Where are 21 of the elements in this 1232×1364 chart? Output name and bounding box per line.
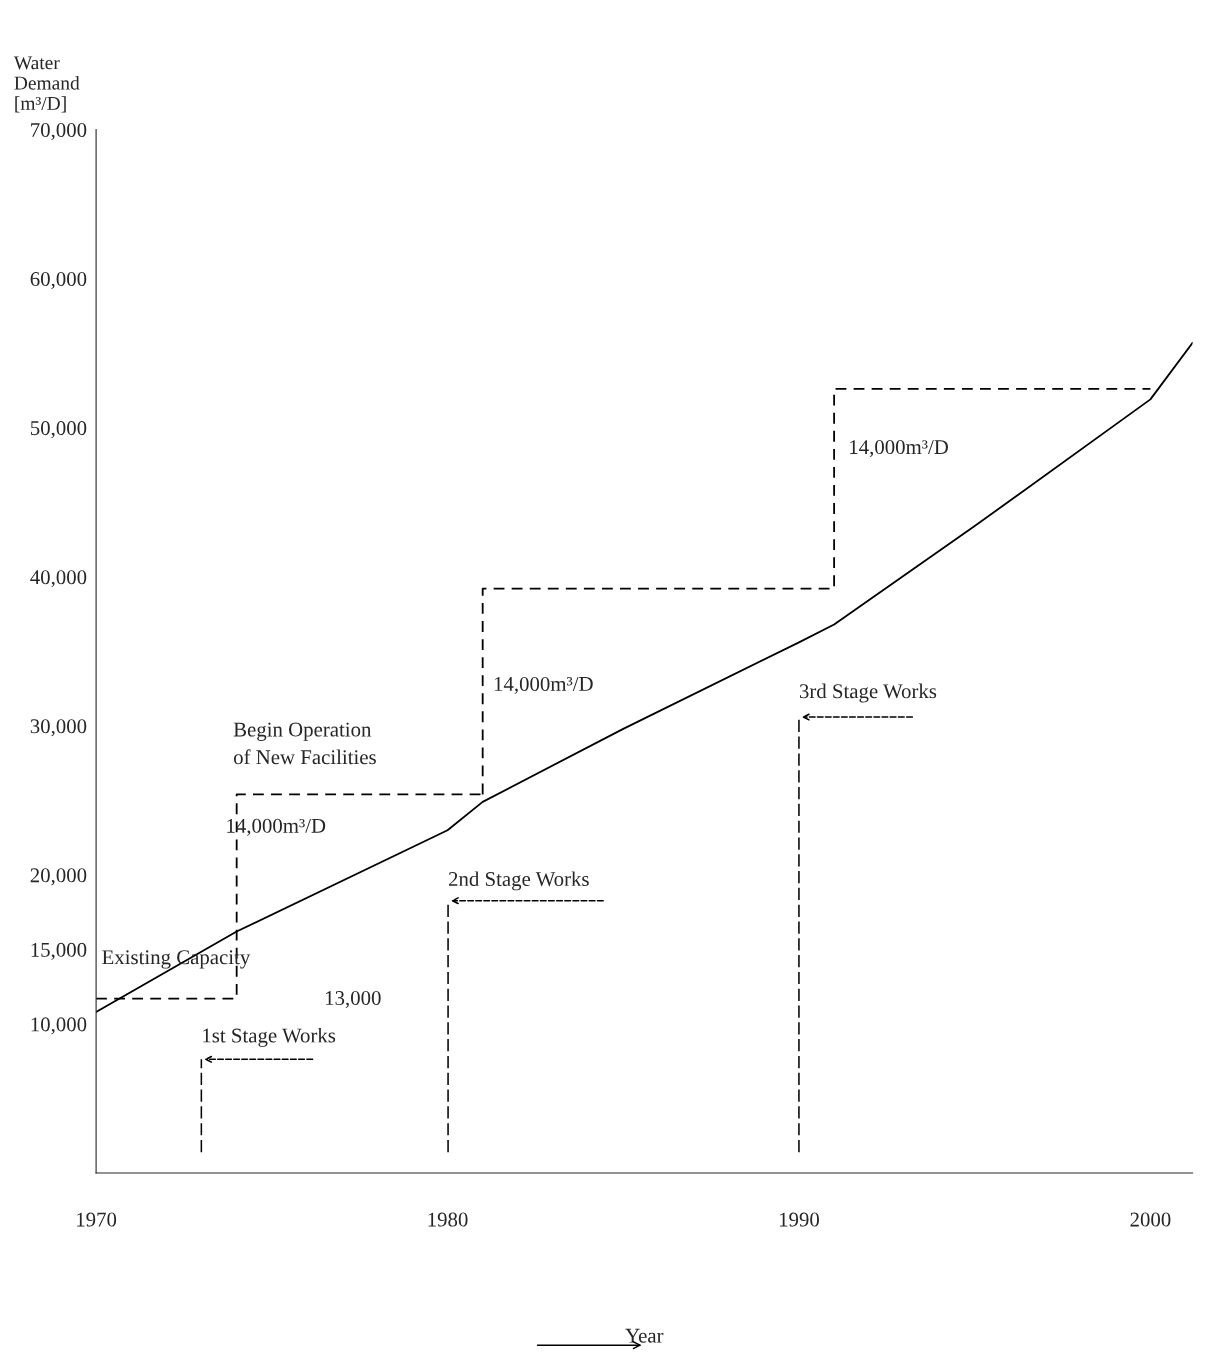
- y-tick-label: 40,000: [30, 570, 87, 588]
- annotation: Begin Operation of New Facilities: [233, 722, 376, 765]
- y-tick-label: 20,000: [30, 868, 87, 886]
- annotation: 1st Stage Works: [203, 1027, 336, 1047]
- y-tick-label: 60,000: [30, 272, 87, 290]
- annotation: 3rd Stage Works: [799, 683, 937, 703]
- x-tick-label: 1970: [77, 1212, 117, 1227]
- y-tick-label: 30,000: [30, 719, 87, 737]
- annotation: 2nd Stage Works: [448, 871, 589, 891]
- annotation: 13,000: [326, 990, 381, 1009]
- y-tick-label: 10,000: [31, 1017, 87, 1035]
- x-tick-label: 1990: [779, 1212, 820, 1227]
- x-axis-title: Year: [625, 1328, 664, 1343]
- x-tick-label: 1980: [428, 1212, 468, 1227]
- annotation: 14,000m³/D: [494, 676, 593, 694]
- x-tick-label: 2000: [1130, 1212, 1171, 1227]
- annotation: 14,000m³/D: [850, 440, 949, 458]
- y-tick-label: 50,000: [30, 421, 87, 439]
- y-tick-label: 70,000: [31, 122, 87, 141]
- y-tick-label: 15,000: [31, 942, 87, 960]
- y-axis-title: Water Demand [m³/D]: [13, 56, 80, 113]
